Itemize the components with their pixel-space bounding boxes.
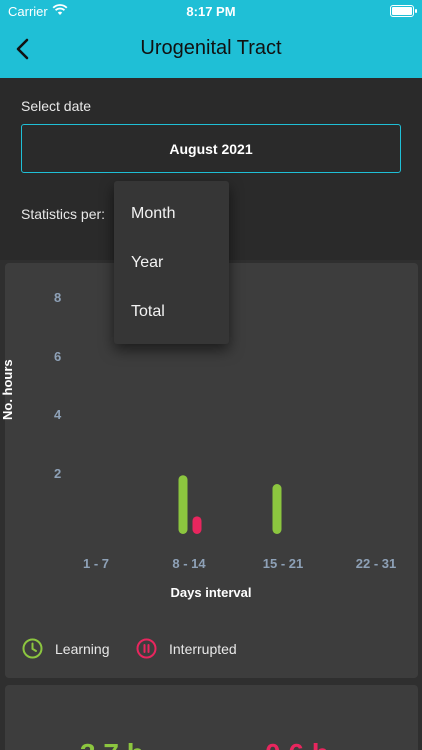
date-value: August 2021 [169,140,253,157]
dropdown-option-month[interactable]: Month [131,205,176,222]
hours-chart [178,475,282,534]
x-tick-label: 22 - 31 [355,556,397,571]
dropdown-option-total[interactable]: Total [131,303,165,320]
app-header: Carrier 8:17 PM Urogenital Tract [0,0,422,78]
wifi-icon [52,4,68,15]
y-tick-label: 6 [54,348,62,364]
y-tick-label: 2 [54,466,62,482]
x-tick-label: 8 - 14 [172,556,206,571]
legend-interrupted-label: Interrupted [169,640,237,657]
y-tick-label: 8 [54,289,62,305]
learning-total: 3.7 h [80,738,144,750]
x-tick-label: 1 - 7 [82,556,109,571]
pause-icon [136,638,157,659]
legend-learning: Learning [22,638,110,659]
learning-bar [272,484,282,534]
legend-interrupted: Interrupted [136,638,237,659]
clock: 8:17 PM [186,4,236,19]
interrupted-bar [192,516,202,534]
x-tick-label: 15 - 21 [262,556,304,571]
back-arrow-icon[interactable] [12,36,36,62]
y-tick-label: 4 [54,407,62,423]
legend-learning-label: Learning [55,640,110,657]
summary-card [5,685,418,750]
battery-icon [390,5,417,17]
page-title: Urogenital Tract [140,37,282,59]
dropdown-option-year[interactable]: Year [131,254,164,271]
date-picker-field[interactable]: August 2021 [21,124,401,173]
interrupted-total: 0.6 h [265,738,329,750]
clock-icon [22,638,43,659]
statistics-period-dropdown: Month Year Total [114,181,229,344]
y-axis-label: No. hours [0,359,15,420]
statistics-per-label: Statistics per: [21,206,106,222]
status-bar: Carrier 8:17 PM [0,0,422,24]
select-date-label: Select date [21,98,92,114]
x-axis-label: Days interval [170,585,252,600]
learning-bar [178,475,188,534]
carrier-label: Carrier [8,4,48,19]
